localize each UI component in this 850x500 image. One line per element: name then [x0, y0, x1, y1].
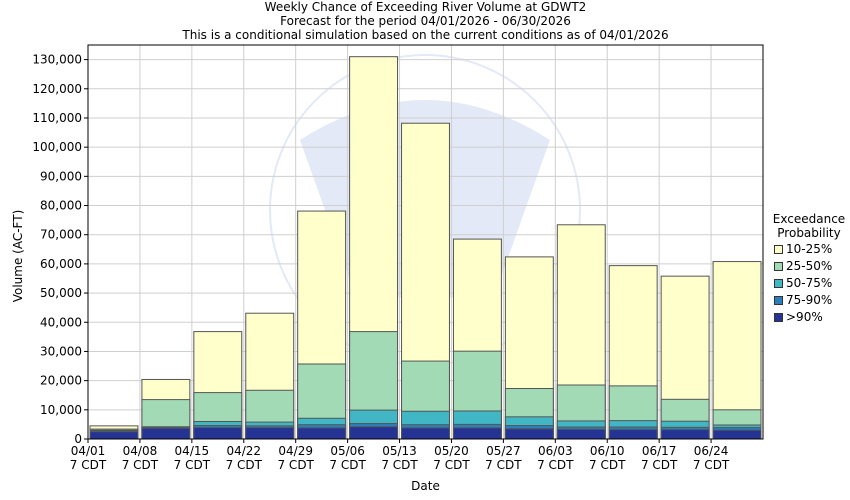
y-tick-label: 30,000: [40, 344, 82, 358]
legend-swatch-gt90: [774, 312, 783, 322]
chart-title: Weekly Chance of Exceeding River Volume …: [264, 0, 587, 14]
legend-item-25-50: 25-50%: [774, 258, 850, 274]
x-tick-label-date: 04/15: [175, 444, 210, 458]
legend-title-line1: Exceedance: [772, 212, 846, 226]
legend-item-gt90: >90%: [774, 309, 850, 325]
legend-label-10-25: 10-25%: [786, 242, 833, 256]
x-tick-label-time: 7 CDT: [485, 458, 522, 472]
legend-title-line2: Probability: [777, 226, 841, 240]
bar-segment-90: [608, 429, 658, 440]
x-tick-label-date: 05/06: [330, 444, 365, 458]
x-tick-label-time: 7 CDT: [693, 458, 730, 472]
y-tick-label: 100,000: [32, 140, 82, 154]
y-tick-label: 10,000: [40, 403, 82, 417]
x-tick-label-time: 7 CDT: [537, 458, 574, 472]
bar-segment-90: [297, 427, 347, 440]
legend-item-75-90: 75-90%: [774, 292, 850, 308]
bar-segment-90: [401, 427, 450, 440]
x-tick-label-time: 7 CDT: [433, 458, 470, 472]
y-tick-label: 120,000: [32, 82, 82, 96]
x-tick-label-time: 7 CDT: [277, 458, 314, 472]
x-tick-label-time: 7 CDT: [641, 458, 678, 472]
x-tick-label-time: 7 CDT: [329, 458, 366, 472]
x-tick-label-date: 04/22: [226, 444, 261, 458]
y-tick-label: 70,000: [40, 228, 82, 242]
x-axis-label: Date: [411, 479, 440, 493]
legend-swatch-10-25: [774, 244, 783, 254]
x-tick-label-date: 04/29: [278, 444, 313, 458]
x-tick-label-time: 7 CDT: [226, 458, 263, 472]
y-tick-label: 60,000: [40, 257, 82, 271]
bar-segment-90: [141, 427, 191, 440]
bar-segment-90: [452, 427, 502, 440]
legend-item-50-75: 50-75%: [774, 275, 850, 291]
bar-segment-90: [245, 427, 295, 440]
x-tick-label-date: 06/17: [642, 444, 677, 458]
x-tick-label-date: 04/01: [71, 444, 106, 458]
bar-segment-90: [89, 431, 139, 440]
y-tick-label: 110,000: [32, 111, 82, 125]
legend-item-10-25: 10-25%: [774, 241, 850, 257]
x-tick-label-time: 7 CDT: [70, 458, 107, 472]
x-tick-label-time: 7 CDT: [122, 458, 159, 472]
legend: Exceedance Probability 10-25% 25-50% 50-…: [768, 212, 850, 325]
chart-subtitle-period: Forecast for the period 04/01/2026 - 06/…: [280, 14, 571, 28]
x-tick-label-date: 05/13: [382, 444, 417, 458]
y-tick-label: 0: [74, 432, 82, 446]
legend-label-50-75: 50-75%: [786, 276, 833, 290]
y-tick-label: 90,000: [40, 169, 82, 183]
x-tick-label-date: 06/10: [590, 444, 625, 458]
y-tick-label: 80,000: [40, 199, 82, 213]
x-tick-label-date: 06/03: [538, 444, 573, 458]
legend-swatch-75-90: [774, 295, 783, 305]
plot-frame: [87, 44, 764, 440]
y-axis-label: Volume (AC-FT): [11, 209, 25, 303]
x-tick-label-date: 06/24: [694, 444, 729, 458]
y-tick-label: 130,000: [32, 53, 82, 67]
y-tick-label: 20,000: [40, 374, 82, 388]
x-tick-label-time: 7 CDT: [381, 458, 418, 472]
x-tick-label-date: 05/27: [486, 444, 521, 458]
legend-label-75-90: 75-90%: [786, 293, 833, 307]
bar-segment-90: [504, 428, 554, 440]
legend-swatch-50-75: [774, 278, 783, 288]
chart-subtitle-conditions: This is a conditional simulation based o…: [182, 28, 669, 42]
y-tick-label: 50,000: [40, 286, 82, 300]
bar-segment-90: [349, 426, 399, 440]
bar-segment-90: [712, 429, 762, 440]
legend-label-25-50: 25-50%: [786, 259, 833, 273]
bar-segment-90: [660, 429, 710, 440]
legend-swatch-25-50: [774, 261, 783, 271]
x-tick-label-time: 7 CDT: [174, 458, 211, 472]
x-tick-label-date: 04/08: [123, 444, 158, 458]
x-tick-label-time: 7 CDT: [589, 458, 626, 472]
x-tick-label-date: 05/20: [434, 444, 469, 458]
bar-segment-90: [193, 427, 243, 440]
bar-segment-90: [556, 428, 606, 440]
legend-label-gt90: >90%: [786, 310, 823, 324]
y-tick-label: 40,000: [40, 315, 82, 329]
